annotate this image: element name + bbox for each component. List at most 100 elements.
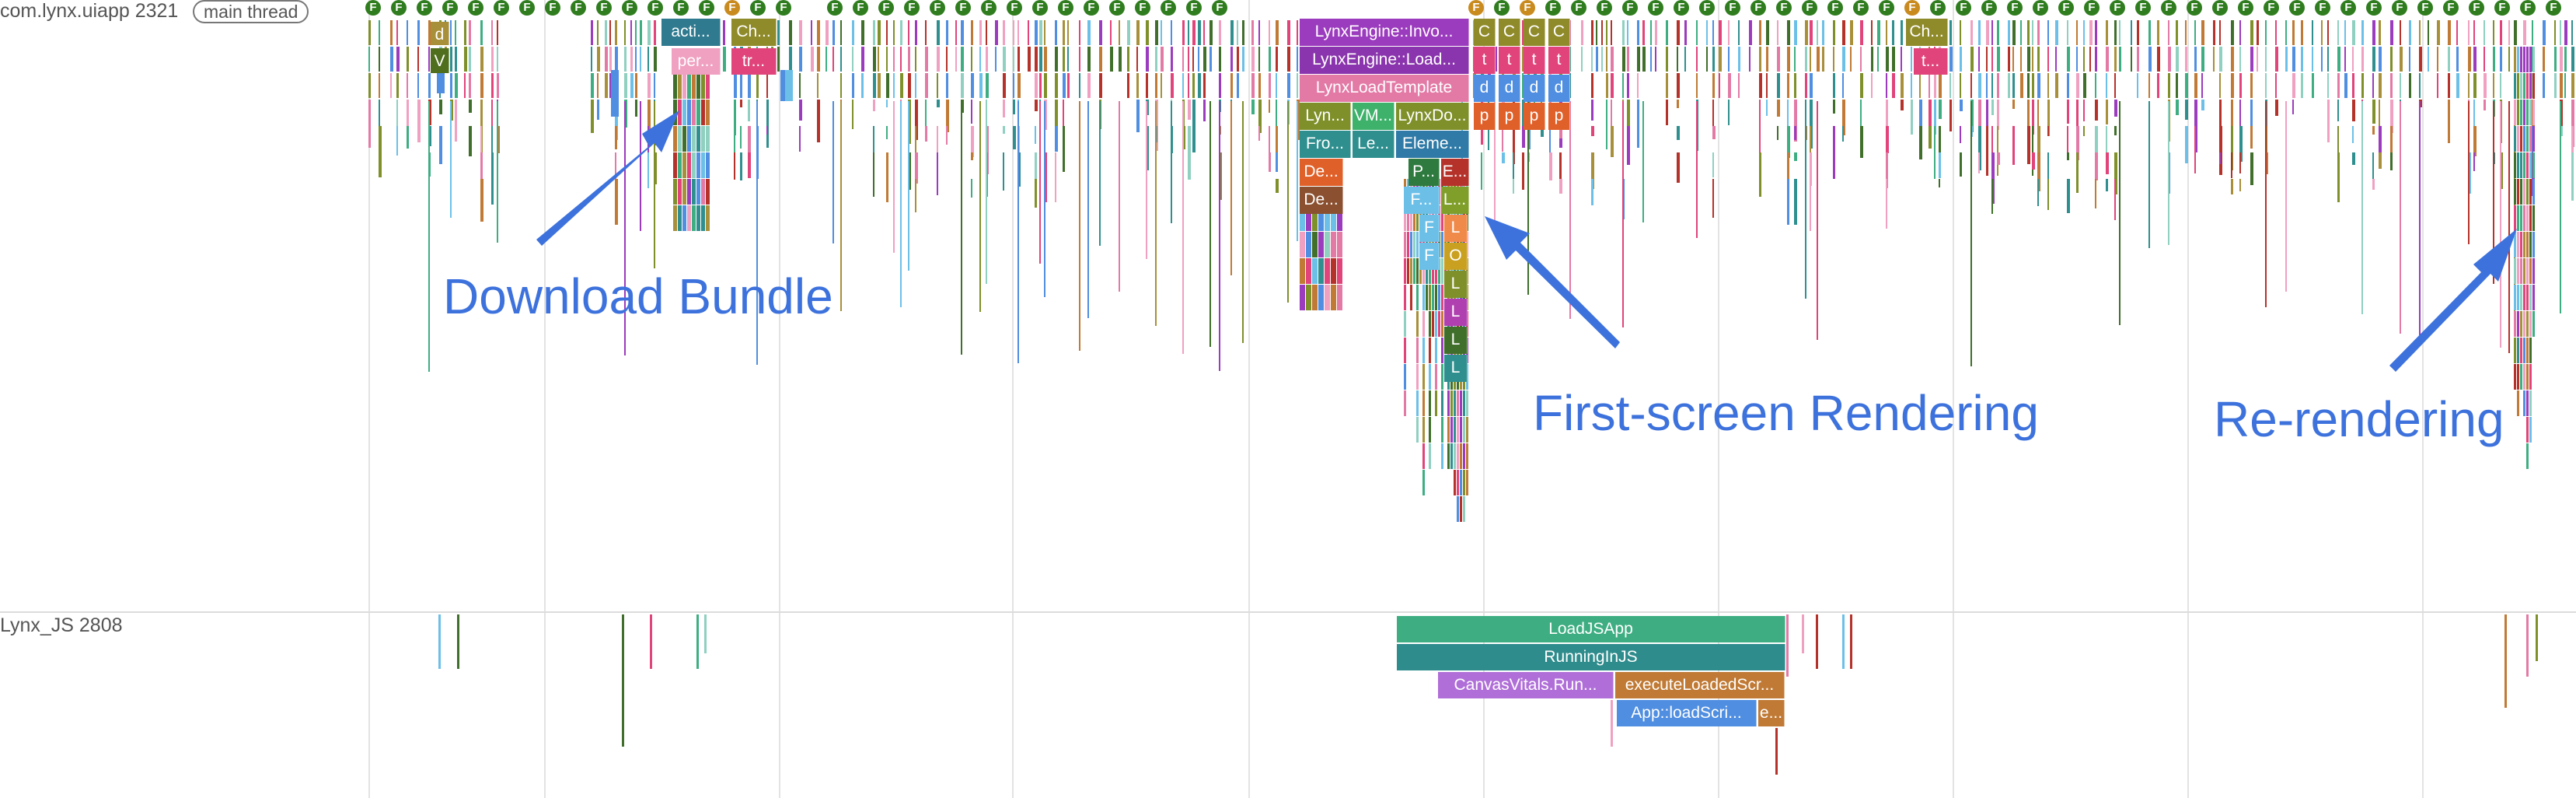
trace-slice[interactable] [1860,100,1862,130]
trace-slice[interactable] [1410,205,1412,231]
trace-slice[interactable] [2419,73,2421,98]
trace-slice[interactable] [908,100,911,144]
trace-slice[interactable] [1318,285,1324,310]
trace-slice[interactable] [861,20,864,45]
trace-slice[interactable] [1991,152,1995,204]
trace-slice[interactable] [1822,47,1824,72]
trace-slice[interactable] [2500,47,2502,72]
trace-slice[interactable] [2520,73,2522,99]
trace-slice[interactable] [647,152,649,188]
trace-slice[interactable] [2526,179,2529,205]
trace-slice[interactable] [1155,100,1158,151]
trace-slice[interactable] [1466,390,1468,416]
slice-load-js-app[interactable]: LoadJSApp [1397,616,1785,642]
frame-marker-flag[interactable]: F [1161,0,1176,16]
frame-marker-flag[interactable]: F [2058,0,2074,16]
trace-slice[interactable] [893,73,895,98]
trace-slice[interactable] [2517,338,2519,363]
trace-slice[interactable] [2131,20,2132,45]
trace-slice[interactable] [1939,100,1942,119]
trace-slice[interactable] [647,47,649,72]
trace-slice[interactable] [2448,100,2450,143]
trace-slice[interactable] [1850,614,1852,669]
trace-slice[interactable] [1055,152,1056,202]
trace-slice[interactable] [2012,20,2016,45]
trace-slice[interactable] [2119,47,2121,72]
trace-slice[interactable] [2361,101,2363,314]
trace-slice[interactable] [2560,20,2561,45]
trace-slice[interactable] [2285,101,2287,292]
trace-slice[interactable] [1242,20,1244,45]
trace-slice[interactable] [1978,73,1981,98]
trace-slice[interactable] [971,73,974,98]
trace-slice[interactable] [1407,205,1409,231]
trace-slice[interactable] [1426,258,1428,284]
trace-slice[interactable] [1696,20,1698,45]
trace-slice[interactable] [740,126,742,149]
trace-slice[interactable] [2473,73,2477,98]
trace-slice[interactable] [701,205,705,231]
trace-slice[interactable] [480,47,483,72]
trace-slice[interactable] [1766,47,1768,72]
trace-slice[interactable] [696,126,700,152]
trace-slice[interactable] [1886,73,1887,98]
trace-slice[interactable] [2520,232,2522,257]
trace-slice[interactable] [961,47,964,72]
trace-slice[interactable] [1044,100,1047,130]
trace-slice[interactable] [1805,20,1808,45]
trace-slice[interactable] [2292,73,2295,98]
trace-slice[interactable] [2484,47,2485,72]
trace-slice[interactable] [893,20,895,45]
trace-slice[interactable] [706,179,710,205]
trace-slice[interactable] [2265,73,2267,98]
trace-slice[interactable] [799,100,802,121]
trace-slice[interactable] [1422,311,1425,337]
trace-slice[interactable] [826,20,829,45]
slice-f-1[interactable]: F [1419,215,1440,242]
trace-slice[interactable] [2032,126,2033,176]
trace-slice[interactable] [971,20,973,45]
trace-slice[interactable] [1276,100,1277,130]
trace-slice[interactable] [2194,73,2197,98]
trace-slice[interactable] [704,614,707,653]
trace-slice[interactable] [1463,443,1465,469]
trace-slice[interactable] [396,100,398,150]
frame-marker-flag[interactable]: F [1468,0,1484,16]
trace-slice[interactable] [1810,20,1813,45]
trace-slice[interactable] [852,20,854,45]
trace-slice[interactable] [1171,73,1174,98]
trace-slice[interactable] [2067,152,2069,160]
trace-slice[interactable] [2083,20,2085,45]
trace-slice[interactable] [1997,126,1998,176]
trace-slice[interactable] [2027,47,2030,72]
trace-slice[interactable] [1886,20,1887,45]
trace-slice[interactable] [878,20,881,45]
trace-slice[interactable] [1666,100,1668,125]
trace-slice[interactable] [886,152,888,202]
trace-slice[interactable] [986,73,989,98]
trace-slice[interactable] [1860,20,1863,45]
trace-slice[interactable] [1013,20,1014,45]
trace-slice[interactable] [2157,20,2159,45]
slice-d-2[interactable]: d [1499,75,1520,102]
trace-slice[interactable] [390,47,393,72]
trace-slice[interactable] [379,20,380,45]
trace-slice[interactable] [2514,285,2516,310]
trace-slice[interactable] [1269,100,1270,113]
trace-slice[interactable] [1611,20,1612,45]
trace-slice[interactable] [1435,285,1437,310]
trace-slice[interactable] [368,73,371,98]
trace-slice[interactable] [1297,73,1298,98]
frame-marker-flag[interactable]: F [699,0,714,16]
trace-slice[interactable] [635,47,637,72]
slice-t-1[interactable]: t [1474,47,1496,74]
trace-slice[interactable] [1460,390,1462,416]
trace-slice[interactable] [1606,100,1607,149]
trace-slice[interactable] [1419,258,1422,284]
slice-v[interactable]: V [431,48,449,73]
trace-slice[interactable] [706,152,710,178]
trace-slice[interactable] [2301,47,2303,72]
trace-slice[interactable] [2020,73,2023,98]
trace-slice[interactable] [799,47,802,72]
trace-slice[interactable] [1650,47,1652,72]
